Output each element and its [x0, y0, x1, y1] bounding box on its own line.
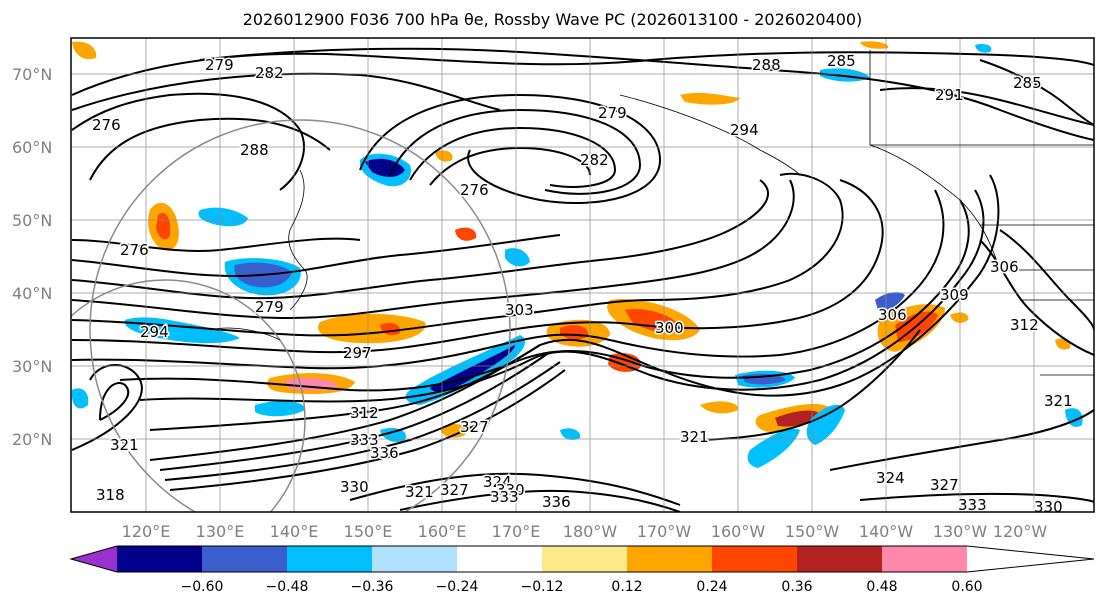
lon-label: 140°E: [270, 522, 319, 541]
map-panel: 279 282 276 288 276 279 282 294 288 285 …: [71, 38, 1094, 516]
contour-label: 330: [340, 478, 369, 496]
contour-label: 288: [752, 56, 781, 74]
contour-label: 321: [1044, 392, 1073, 410]
contour-label: 327: [440, 481, 469, 499]
contour-label: 279: [598, 104, 627, 122]
lon-label: 180°W: [563, 522, 618, 541]
lat-label: 60°N: [12, 138, 52, 157]
colorbar: −0.60 −0.48 −0.36 −0.24 −0.12 0.12 0.24 …: [69, 545, 1095, 595]
contour-label: 324: [483, 473, 512, 491]
lon-label: 160°W: [711, 522, 766, 541]
colorbar-tick: −0.48: [266, 579, 309, 595]
contour-label: 294: [140, 323, 169, 341]
contour-label: 285: [1013, 74, 1042, 92]
contour-label: 279: [205, 56, 234, 74]
colorbar-segment: [71, 546, 117, 572]
longitude-labels: 120°E 130°E 140°E 150°E 160°E 170°E 180°…: [122, 522, 1048, 541]
contour-label: 330: [1034, 498, 1063, 516]
lon-label: 130°E: [196, 522, 245, 541]
map-frame: [70, 37, 1095, 513]
contour-label: 318: [96, 486, 125, 504]
contour-label: 282: [580, 151, 609, 169]
lon-label: 140°W: [859, 522, 914, 541]
lat-label: 50°N: [12, 211, 52, 230]
contour-label: 321: [680, 428, 709, 446]
coastlines: [209, 50, 1094, 376]
contour-label: 336: [370, 444, 399, 462]
colorbar-segment: [882, 546, 967, 572]
colorbar-tick: −0.60: [181, 579, 224, 595]
lon-label: 160°E: [418, 522, 467, 541]
contour-label: 321: [110, 436, 139, 454]
lon-label: 150°W: [785, 522, 840, 541]
contour-label: 300: [655, 319, 684, 337]
range-circles: [71, 119, 511, 512]
colorbar-segment: [627, 546, 712, 572]
contour-label: 276: [460, 181, 489, 199]
contour-label: 327: [460, 418, 489, 436]
contour-label: 279: [255, 298, 284, 316]
lon-label: 120°E: [122, 522, 171, 541]
contour-label: 285: [827, 52, 856, 70]
colorbar-segment: [117, 546, 202, 572]
contour-label: 276: [120, 241, 149, 259]
colorbar-tick: 0.36: [781, 579, 812, 595]
colorbar-segment: [457, 546, 542, 572]
colorbar-segment: [287, 546, 372, 572]
colorbar-tick: −0.24: [436, 579, 479, 595]
colorbar-segment: [797, 546, 882, 572]
colorbar-segment: [712, 546, 797, 572]
contour-label: 291: [935, 86, 964, 104]
contour-label: 303: [505, 301, 534, 319]
lon-label: 170°E: [492, 522, 541, 541]
contour-label: 321: [405, 483, 434, 501]
colorbar-tick: −0.12: [521, 579, 564, 595]
colorbar-segment: [542, 546, 627, 572]
contour-label: 297: [343, 344, 372, 362]
colorbar-tick: −0.36: [351, 579, 394, 595]
lat-label: 20°N: [12, 430, 52, 449]
contour-label: 333: [958, 496, 987, 514]
lon-label: 120°W: [993, 522, 1048, 541]
contour-label: 312: [1010, 316, 1039, 334]
map-title: 2026012900 F036 700 hPa θe, Rossby Wave …: [242, 10, 863, 29]
lat-label: 30°N: [12, 357, 52, 376]
contour-label: 288: [240, 141, 269, 159]
contour-label: 312: [350, 404, 379, 422]
contour-labels: 279 282 276 288 276 279 282 294 288 285 …: [91, 51, 1075, 516]
lon-label: 130°W: [933, 522, 988, 541]
contour-label: 336: [542, 493, 571, 511]
colorbar-segment: [967, 546, 1094, 572]
lat-label: 70°N: [12, 65, 52, 84]
contour-label: 330: [496, 481, 525, 499]
contour-label: 306: [878, 306, 907, 324]
contour-label: 324: [876, 469, 905, 487]
contour-label: 327: [930, 476, 959, 494]
colorbar-tick: 0.60: [951, 579, 982, 595]
colorbar-tick: 0.12: [611, 579, 642, 595]
colorbar-segment: [202, 546, 287, 572]
contour-label: 282: [255, 64, 284, 82]
contour-label: 333: [350, 431, 379, 449]
colorbar-tick: 0.24: [696, 579, 727, 595]
contour-label: 333: [490, 488, 519, 506]
latitude-labels: 70°N 60°N 50°N 40°N 30°N 20°N: [12, 65, 52, 449]
colorbar-segment: [372, 546, 457, 572]
contour-label: 294: [730, 121, 759, 139]
lat-label: 40°N: [12, 284, 52, 303]
lon-label: 170°W: [637, 522, 692, 541]
lon-label: 150°E: [344, 522, 393, 541]
colorbar-tick: 0.48: [866, 579, 897, 595]
contour-label: 276: [92, 116, 121, 134]
graticule: [71, 38, 1094, 512]
contour-label: 309: [940, 286, 969, 304]
contour-label: 306: [990, 258, 1019, 276]
